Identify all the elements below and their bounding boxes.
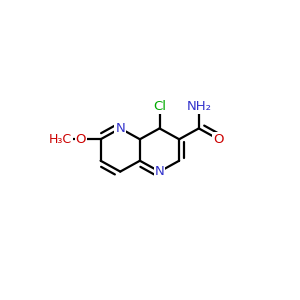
Text: H₃C: H₃C (49, 133, 72, 146)
Text: Cl: Cl (153, 100, 166, 113)
Text: N: N (155, 165, 164, 178)
Text: O: O (213, 133, 224, 146)
Text: O: O (76, 133, 86, 146)
Text: NH₂: NH₂ (186, 100, 211, 113)
Text: N: N (116, 122, 125, 135)
